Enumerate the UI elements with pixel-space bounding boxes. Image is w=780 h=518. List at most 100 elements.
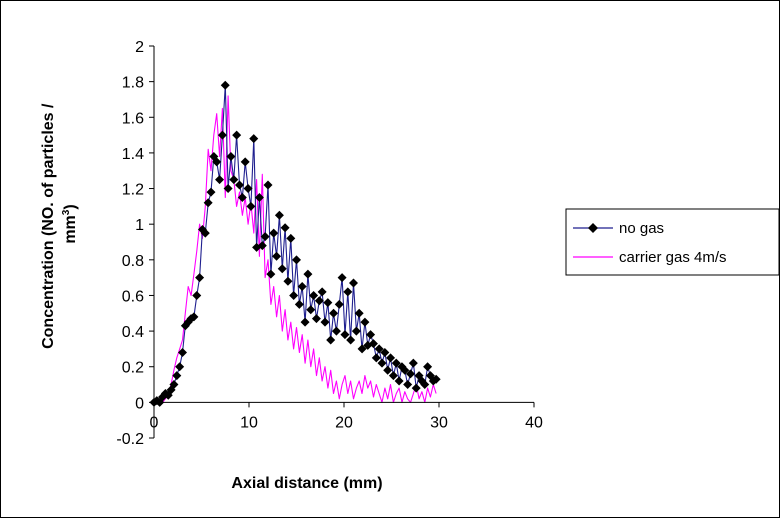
legend-label-no-gas: no gas [619, 220, 664, 237]
data-point-no-gas [226, 151, 236, 161]
data-point-no-gas [323, 298, 333, 308]
data-point-no-gas [360, 317, 370, 327]
data-point-no-gas [371, 353, 381, 363]
data-point-no-gas [243, 184, 253, 194]
data-point-no-gas [357, 344, 367, 354]
data-point-no-gas [346, 335, 356, 345]
x-tick-label: 40 [525, 414, 543, 431]
data-point-no-gas [303, 269, 313, 279]
data-point-no-gas [212, 157, 222, 167]
data-point-no-gas [237, 192, 247, 202]
data-point-no-gas [329, 308, 339, 318]
data-point-no-gas [178, 347, 187, 357]
legend-marker-no-gas [588, 223, 598, 233]
data-point-no-gas [292, 255, 301, 265]
data-point-no-gas [349, 278, 358, 288]
data-point-no-gas [320, 317, 330, 327]
data-point-no-gas [189, 312, 199, 322]
y-tick-label: 1 [135, 217, 144, 234]
data-point-no-gas [266, 269, 276, 279]
y-tick-label: 0.2 [122, 360, 144, 377]
series-line-carrier-gas-4m-s [154, 95, 437, 403]
data-point-no-gas [337, 273, 347, 283]
y-tick-label: 1.6 [122, 110, 144, 127]
data-point-no-gas [309, 290, 319, 300]
data-point-no-gas [240, 157, 250, 167]
x-tick-label: 20 [335, 414, 353, 431]
legend: no gas carrier gas 4m/s [565, 208, 779, 276]
data-point-no-gas [297, 282, 307, 292]
data-point-no-gas [311, 314, 321, 324]
axes-layer: -0.200.20.40.60.811.21.41.61.820 10 20 30 40 [116, 39, 543, 448]
data-point-no-gas [232, 130, 242, 140]
data-point-no-gas [391, 358, 401, 368]
data-point-no-gas [246, 201, 256, 211]
data-point-no-gas [406, 369, 415, 379]
y-axis-title-line1: Concentration (NO. of particles / [40, 103, 57, 349]
data-point-no-gas [326, 335, 336, 345]
data-point-no-gas [331, 326, 341, 336]
data-point-no-gas [220, 80, 230, 90]
data-point-no-gas [257, 241, 267, 251]
y-tick-label: 0.4 [122, 324, 144, 341]
data-point-no-gas [283, 276, 293, 286]
data-point-no-gas [206, 187, 216, 197]
data-point-no-gas [169, 380, 179, 390]
data-point-no-gas [269, 228, 279, 238]
y-tick-label: 0.6 [122, 288, 144, 305]
data-point-no-gas [260, 232, 270, 242]
data-point-no-gas [289, 290, 299, 300]
data-point-no-gas [423, 362, 433, 372]
x-tick-label: 30 [430, 414, 448, 431]
y-axis-title: Concentration (NO. of particles / mm3) [40, 99, 79, 349]
data-point-no-gas [294, 299, 304, 309]
data-point-no-gas [351, 326, 361, 336]
data-point-no-gas [377, 358, 387, 368]
data-point-no-gas [172, 371, 182, 381]
y-axis-title-unit: mm [62, 215, 79, 243]
data-point-no-gas [314, 296, 324, 306]
x-axis-title: Axial distance (mm) [231, 475, 382, 492]
y-tick-label: 2 [135, 39, 144, 56]
data-point-no-gas [300, 317, 310, 327]
data-point-no-gas [175, 362, 185, 372]
y-axis-title-superscript: 3 [61, 209, 72, 215]
y-tick-label: 1.8 [122, 75, 144, 92]
data-point-no-gas [217, 130, 227, 140]
data-point-no-gas [411, 383, 421, 393]
data-point-no-gas [383, 365, 393, 375]
y-tick-label: -0.2 [116, 431, 144, 448]
y-tick-label: 0.8 [122, 253, 144, 270]
data-point-no-gas [280, 223, 290, 233]
x-tick-label: 0 [150, 414, 159, 431]
data-point-no-gas [203, 198, 213, 208]
legend-box [565, 208, 779, 276]
data-point-no-gas [215, 175, 225, 185]
data-point-no-gas [374, 344, 384, 354]
data-point-no-gas [235, 180, 244, 190]
data-point-no-gas [195, 273, 205, 283]
data-point-no-gas [408, 358, 418, 368]
data-point-no-gas [272, 251, 282, 261]
data-point-no-gas [431, 374, 441, 384]
y-tick-label: 0 [135, 395, 144, 412]
data-point-no-gas [286, 233, 296, 243]
data-point-no-gas [366, 330, 376, 340]
data-point-no-gas [368, 339, 378, 349]
data-point-no-gas [306, 305, 316, 315]
x-tick-label: 10 [240, 414, 258, 431]
data-point-no-gas [229, 175, 239, 185]
data-point-no-gas [343, 287, 353, 297]
y-axis-title-line2: mm3) [61, 204, 79, 243]
data-point-no-gas [388, 371, 398, 381]
data-point-no-gas [403, 380, 413, 390]
data-point-no-gas [263, 180, 273, 190]
data-point-no-gas [277, 264, 287, 274]
data-point-no-gas [274, 210, 284, 220]
plot-layer [149, 80, 441, 407]
data-point-no-gas [386, 353, 396, 363]
data-point-no-gas [394, 376, 404, 386]
data-point-no-gas [334, 299, 344, 309]
